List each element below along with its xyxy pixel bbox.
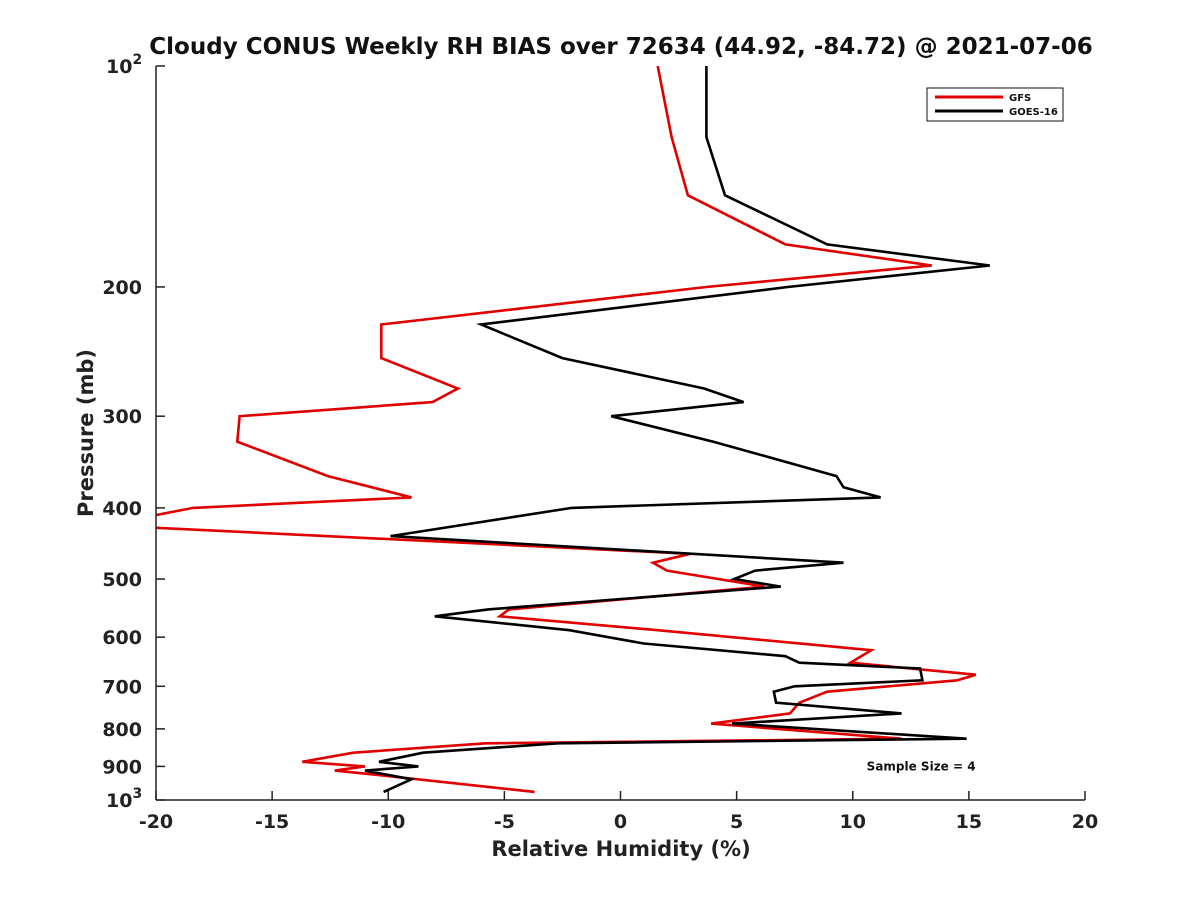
x-axis-label: Relative Humidity (%) bbox=[491, 837, 750, 861]
legend-box bbox=[926, 87, 1064, 122]
y-tick-label: 400 bbox=[102, 498, 142, 520]
y-tick-label: 800 bbox=[102, 719, 142, 741]
y-tick-label: 103 bbox=[106, 786, 142, 812]
plot-area bbox=[156, 66, 990, 794]
x-tick-label: -20 bbox=[139, 811, 173, 833]
y-tick-label: 500 bbox=[102, 569, 142, 591]
y-ticks: 102 200 300 400 500 600 700 800 900 103 bbox=[102, 52, 165, 812]
legend-label-goes16: GOES-16 bbox=[1009, 107, 1058, 118]
x-tick-label: -15 bbox=[255, 811, 289, 833]
y-tick-label: 600 bbox=[102, 627, 142, 649]
y-tick-label: 700 bbox=[102, 676, 142, 698]
x-tick-label: -5 bbox=[494, 811, 515, 833]
x-tick-label: 20 bbox=[1072, 811, 1098, 833]
legend: GFS GOES-16 bbox=[926, 87, 1064, 122]
x-tick-label: 0 bbox=[614, 811, 627, 833]
y-tick-label: 900 bbox=[102, 756, 142, 778]
chart-title: Cloudy CONUS Weekly RH BIAS over 72634 (… bbox=[149, 34, 1092, 60]
y-tick-label: 102 bbox=[106, 52, 142, 78]
series-layer bbox=[156, 66, 990, 794]
y-tick-label: 200 bbox=[102, 277, 142, 299]
x-ticks: -20 -15 -10 -5 0 5 10 15 20 bbox=[139, 791, 1098, 833]
series-line-goes16 bbox=[364, 66, 990, 794]
x-tick-label: 5 bbox=[730, 811, 743, 833]
y-tick-label: 300 bbox=[102, 406, 142, 428]
y-axis-label: Pressure (mb) bbox=[74, 349, 98, 517]
legend-label-gfs: GFS bbox=[1009, 93, 1031, 104]
x-tick-label: -10 bbox=[371, 811, 405, 833]
x-tick-label: 15 bbox=[956, 811, 982, 833]
sample-size-annotation: Sample Size = 4 bbox=[867, 759, 976, 773]
x-tick-label: 10 bbox=[840, 811, 866, 833]
